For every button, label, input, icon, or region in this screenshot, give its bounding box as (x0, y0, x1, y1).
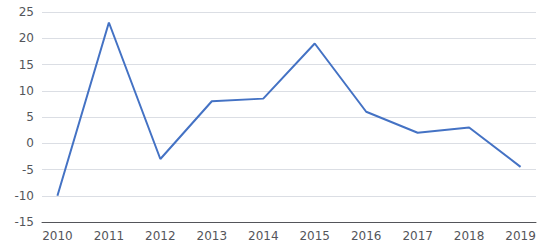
svg-text:15: 15 (19, 58, 34, 72)
svg-text:25: 25 (19, 5, 34, 19)
svg-text:2018: 2018 (454, 229, 485, 243)
svg-text:-10: -10 (14, 189, 34, 203)
svg-text:2014: 2014 (248, 229, 279, 243)
svg-text:2019: 2019 (505, 229, 536, 243)
svg-text:5: 5 (26, 110, 34, 124)
svg-text:20: 20 (19, 31, 34, 45)
svg-text:2010: 2010 (42, 229, 73, 243)
svg-text:2016: 2016 (351, 229, 382, 243)
svg-text:2017: 2017 (402, 229, 433, 243)
svg-text:-5: -5 (22, 163, 34, 177)
svg-text:-15: -15 (14, 215, 34, 229)
svg-text:10: 10 (19, 84, 34, 98)
svg-text:2013: 2013 (197, 229, 228, 243)
svg-text:2011: 2011 (94, 229, 125, 243)
svg-text:2012: 2012 (145, 229, 176, 243)
svg-text:2015: 2015 (299, 229, 330, 243)
svg-text:0: 0 (26, 136, 34, 150)
